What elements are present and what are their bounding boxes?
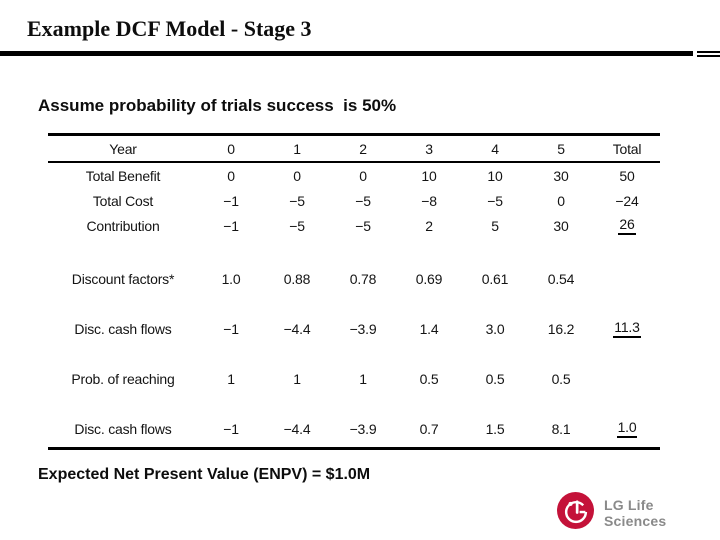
cell-value: −4.4 <box>283 320 311 337</box>
row-label: Discount factors* <box>71 270 175 287</box>
column-header-2: 2 <box>359 140 367 157</box>
title-divider <box>0 51 720 58</box>
cell-value: 0.7 <box>419 420 439 437</box>
cell-value: 0.5 <box>419 370 439 387</box>
table-row-prob-of-reaching: Prob. of reaching 1 1 1 0.5 0.5 0.5 <box>48 366 660 391</box>
cell-value: −5 <box>487 192 503 209</box>
column-header-5: 5 <box>557 140 565 157</box>
cell-value: −5 <box>355 217 371 234</box>
enpv-result-text: Expected Net Present Value (ENPV) = $1.0… <box>38 466 371 483</box>
cell-value: 3.0 <box>485 320 505 337</box>
cell-value: 10 <box>421 167 437 184</box>
cell-total: 11.3 <box>594 319 660 338</box>
column-header-0: 0 <box>227 140 235 157</box>
column-header-year: Year <box>109 140 137 157</box>
cell-value: 1.5 <box>485 420 505 437</box>
column-header-total: Total <box>612 140 642 157</box>
cell-value: 1.0 <box>221 270 241 287</box>
cell-value: 10 <box>487 167 503 184</box>
row-label: Prob. of reaching <box>71 370 175 387</box>
title-divider-tick-top <box>697 51 720 53</box>
cell-total: 50 <box>619 167 635 184</box>
cell-value: 30 <box>553 217 569 234</box>
cell-value: 0.61 <box>481 270 509 287</box>
cell-value: 0 <box>359 167 367 184</box>
cell-total: −24 <box>615 192 639 209</box>
cell-value: 0.5 <box>551 370 571 387</box>
cell-value: 2 <box>425 217 433 234</box>
column-header-4: 4 <box>491 140 499 157</box>
row-label: Total Cost <box>92 192 154 209</box>
cell-value: 1 <box>227 370 235 387</box>
cell-value: 1.4 <box>419 320 439 337</box>
cell-value: 0.78 <box>349 270 377 287</box>
row-label: Contribution <box>86 217 160 234</box>
column-header-3: 3 <box>425 140 433 157</box>
row-label: Disc. cash flows <box>74 320 172 337</box>
cell-value: −1 <box>223 192 239 209</box>
table-row-disc-cash-flows-1: Disc. cash flows −1 −4.4 −3.9 1.4 3.0 16… <box>48 316 660 341</box>
title-divider-tick-bottom <box>697 55 720 57</box>
table-row-total-cost: Total Cost −1 −5 −5 −8 −5 0 −24 <box>48 188 660 213</box>
cell-value: 0.88 <box>283 270 311 287</box>
cell-value: −5 <box>289 192 305 209</box>
page-title: Example DCF Model - Stage 3 <box>27 16 312 41</box>
lg-logo-text: LG Life Sciences <box>604 497 667 529</box>
cell-value: 0.5 <box>485 370 505 387</box>
dcf-table: Year 0 1 2 3 4 5 Total Total Benefit 0 0… <box>48 133 660 450</box>
cell-value: −8 <box>421 192 437 209</box>
table-header-row: Year 0 1 2 3 4 5 Total <box>48 133 660 163</box>
cell-value: 0 <box>227 167 235 184</box>
cell-value: 16.2 <box>547 320 575 337</box>
cell-value: 0.69 <box>415 270 443 287</box>
cell-total: 26 <box>594 216 660 235</box>
cell-value: 8.1 <box>551 420 571 437</box>
table-row-discount-factors: Discount factors* 1.0 0.88 0.78 0.69 0.6… <box>48 266 660 291</box>
cell-value: 30 <box>553 167 569 184</box>
cell-value: 0 <box>293 167 301 184</box>
cell-value: 0.54 <box>547 270 575 287</box>
table-row-total-benefit: Total Benefit 0 0 0 10 10 30 50 <box>48 163 660 188</box>
cell-value: −3.9 <box>349 320 377 337</box>
cell-value: −4.4 <box>283 420 311 437</box>
cell-value: −5 <box>289 217 305 234</box>
column-header-1: 1 <box>293 140 301 157</box>
underlined-total: 26 <box>618 216 636 235</box>
row-label: Total Benefit <box>85 167 161 184</box>
cell-value: −3.9 <box>349 420 377 437</box>
table-row-disc-cash-flows-2: Disc. cash flows −1 −4.4 −3.9 0.7 1.5 8.… <box>48 416 660 441</box>
row-label: Disc. cash flows <box>74 420 172 437</box>
title-divider-bar <box>0 51 693 56</box>
cell-value: −5 <box>355 192 371 209</box>
cell-value: −1 <box>223 320 239 337</box>
cell-total: 1.0 <box>594 419 660 438</box>
assumption-text: Assume probability of trials success is … <box>38 96 397 115</box>
lg-life-sciences-logo: LG Life Sciences <box>557 492 720 534</box>
lg-symbol-icon <box>557 492 594 534</box>
underlined-total: 11.3 <box>613 319 641 338</box>
cell-value: 1 <box>293 370 301 387</box>
cell-value: −1 <box>223 217 239 234</box>
table-row-contribution: Contribution −1 −5 −5 2 5 30 26 <box>48 213 660 238</box>
cell-value: 0 <box>557 192 565 209</box>
cell-value: 5 <box>491 217 499 234</box>
cell-value: −1 <box>223 420 239 437</box>
underlined-total: 1.0 <box>616 419 638 438</box>
cell-value: 1 <box>359 370 367 387</box>
